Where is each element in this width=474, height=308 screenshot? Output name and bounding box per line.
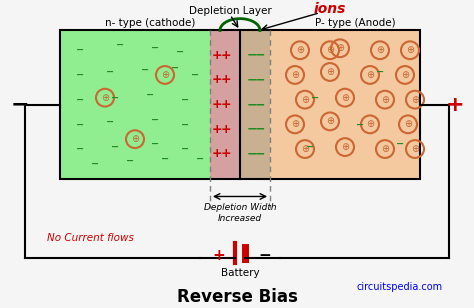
Text: ⊕: ⊕ (381, 144, 389, 154)
FancyBboxPatch shape (210, 30, 240, 179)
Text: −: − (311, 93, 319, 103)
Text: +: + (212, 148, 222, 160)
Text: ⊕: ⊕ (161, 70, 169, 80)
Text: −: − (151, 114, 159, 124)
Text: −: − (76, 119, 84, 129)
Text: −: − (141, 65, 149, 75)
Text: ⊕: ⊕ (326, 45, 334, 55)
Text: Battery: Battery (221, 268, 259, 278)
Text: ⊕: ⊕ (401, 70, 409, 80)
Text: Reverse Bias: Reverse Bias (176, 288, 298, 306)
Text: ⊕: ⊕ (366, 119, 374, 129)
Text: −: − (106, 67, 114, 77)
Text: +: + (212, 49, 222, 62)
Text: ⊕: ⊕ (341, 142, 349, 152)
Text: ⊕: ⊕ (404, 119, 412, 129)
Text: ⊕: ⊕ (131, 134, 139, 144)
Text: −: − (106, 116, 114, 126)
Text: −: − (247, 98, 257, 111)
Text: circuitspedia.com: circuitspedia.com (357, 282, 443, 292)
Text: −: − (161, 154, 169, 164)
Text: ⊕: ⊕ (301, 144, 309, 154)
Text: ⊕: ⊕ (411, 95, 419, 105)
Text: −: − (255, 98, 265, 111)
Text: +: + (212, 123, 222, 136)
Text: −: − (151, 43, 159, 53)
Text: ⊕: ⊕ (381, 95, 389, 105)
Text: +: + (213, 248, 225, 263)
Text: −: − (76, 70, 84, 80)
Text: −: − (76, 144, 84, 154)
Text: P- type (Anode): P- type (Anode) (315, 18, 395, 28)
Text: ⊕: ⊕ (291, 70, 299, 80)
Text: ⊕: ⊕ (336, 43, 344, 53)
Text: ⊕: ⊕ (101, 93, 109, 103)
Text: +: + (446, 95, 465, 115)
Text: −: − (255, 49, 265, 62)
Text: −: − (191, 70, 199, 80)
Text: −: − (259, 248, 272, 263)
Text: −: − (111, 93, 119, 103)
Text: −: − (396, 139, 404, 149)
Text: −: − (181, 144, 189, 154)
Text: −: − (111, 142, 119, 152)
Text: −: − (126, 156, 134, 166)
Text: −: − (356, 119, 364, 129)
Text: −: − (151, 139, 159, 149)
Text: −: − (247, 123, 257, 136)
Text: −: − (247, 73, 257, 86)
FancyBboxPatch shape (60, 30, 210, 179)
Text: −: − (306, 142, 314, 152)
Text: ⊕: ⊕ (341, 93, 349, 103)
Text: −: − (116, 40, 124, 50)
Text: −: − (247, 49, 257, 62)
Text: n- type (cathode): n- type (cathode) (105, 18, 195, 28)
Text: ⊕: ⊕ (291, 119, 299, 129)
Text: +: + (221, 123, 231, 136)
Text: −: − (255, 123, 265, 136)
Text: −: − (11, 95, 29, 115)
Text: −: − (247, 148, 257, 160)
Text: ⊕: ⊕ (411, 144, 419, 154)
Text: −: − (91, 159, 99, 169)
Text: −: − (76, 95, 84, 105)
FancyBboxPatch shape (270, 30, 420, 179)
Text: −: − (171, 63, 179, 73)
Text: ⊕: ⊕ (366, 70, 374, 80)
Text: −: − (76, 45, 84, 55)
Text: +: + (212, 73, 222, 86)
Text: −: − (376, 67, 384, 77)
Text: −: − (146, 90, 154, 100)
Text: −: − (255, 73, 265, 86)
Text: −: − (181, 119, 189, 129)
Text: −: − (176, 47, 184, 57)
Text: +: + (221, 148, 231, 160)
Text: −: − (181, 95, 189, 105)
Text: ⊕: ⊕ (406, 45, 414, 55)
Text: ⊕: ⊕ (301, 95, 309, 105)
Text: ⊕: ⊕ (326, 67, 334, 77)
Text: Depletion Width
Increased: Depletion Width Increased (204, 203, 276, 223)
Text: −: − (196, 154, 204, 164)
Text: Depletion Layer: Depletion Layer (189, 6, 272, 16)
Text: +: + (221, 49, 231, 62)
Text: ⊕: ⊕ (326, 116, 334, 126)
Text: +: + (212, 98, 222, 111)
Text: ions: ions (314, 2, 346, 16)
Text: +: + (221, 98, 231, 111)
Text: ⊕: ⊕ (376, 45, 384, 55)
Text: ⊕: ⊕ (296, 45, 304, 55)
Text: No Current flows: No Current flows (46, 233, 134, 243)
FancyBboxPatch shape (240, 30, 270, 179)
Text: +: + (221, 73, 231, 86)
Text: −: − (255, 148, 265, 160)
